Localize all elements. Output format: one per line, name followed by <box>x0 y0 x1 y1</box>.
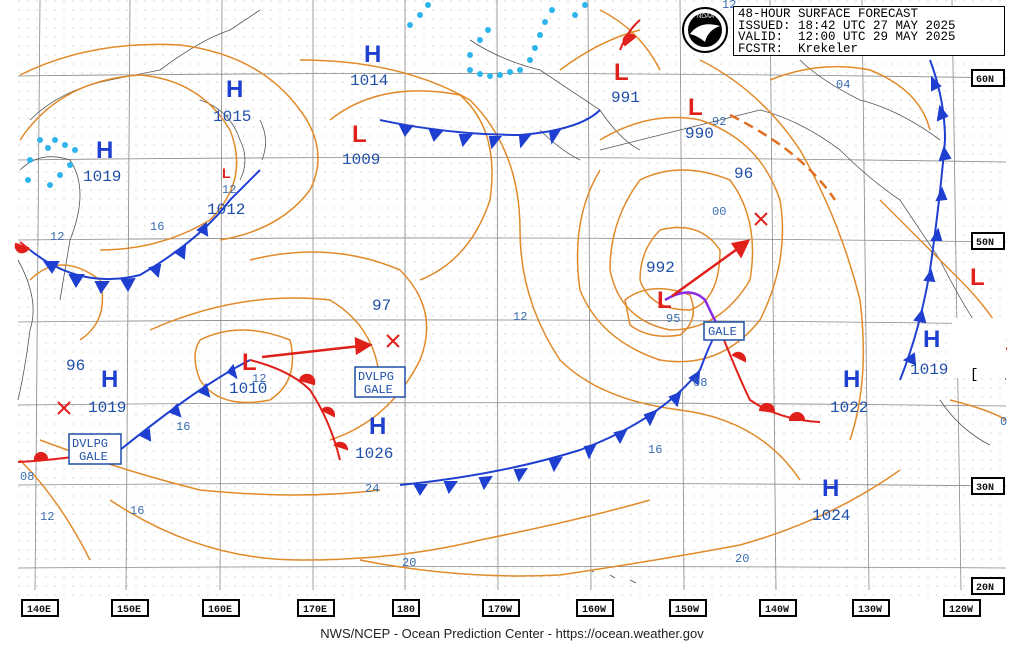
svg-text:150W: 150W <box>675 605 699 616</box>
low-value: 12 <box>222 183 236 197</box>
low-mark: L <box>614 59 629 86</box>
high-value: 1014 <box>350 72 388 90</box>
issued-time: ISSUED: 18:42 UTC 27 MAY 2025 <box>738 18 956 33</box>
svg-text:GALE: GALE <box>708 325 737 339</box>
high-mark: H <box>101 366 118 393</box>
svg-text:04: 04 <box>836 78 850 92</box>
svg-text:170E: 170E <box>303 605 327 616</box>
svg-text:120W: 120W <box>949 605 973 616</box>
high-value: 1015 <box>213 108 251 126</box>
high-mark: H <box>226 76 243 103</box>
forecaster: FCSTR: Krekeler <box>738 41 859 56</box>
svg-text:16: 16 <box>648 443 662 457</box>
svg-text:GALE: GALE <box>79 450 108 464</box>
high-mark: H <box>369 413 386 440</box>
svg-text:0: 0 <box>1000 415 1007 429</box>
svg-text:160W: 160W <box>582 605 606 616</box>
isobar-labels: 16 12 12 16 12 96 97 96 08 16 16 20 24 2… <box>20 0 1007 570</box>
svg-text:1012: 1012 <box>207 201 245 219</box>
latitude-labels: 60N 50N 30N 20N <box>971 69 1005 595</box>
svg-text:08: 08 <box>693 376 707 390</box>
valid-time: VALID: 12:00 UTC 29 MAY 2025 <box>738 30 956 44</box>
svg-text:GALE: GALE <box>364 383 393 397</box>
low-mark: L <box>688 94 703 121</box>
warm-fronts <box>14 19 821 463</box>
low-value: 1010 <box>229 380 267 398</box>
forecast-position-markers <box>57 212 768 415</box>
low-value: 1009 <box>342 151 380 169</box>
svg-text:12: 12 <box>513 310 527 324</box>
svg-text:150E: 150E <box>117 605 141 616</box>
svg-text:DVLPG: DVLPG <box>72 437 108 451</box>
trough-line <box>729 113 837 201</box>
svg-text:20N: 20N <box>976 583 994 594</box>
svg-text:12: 12 <box>252 372 266 386</box>
low-value: 990 <box>685 125 714 143</box>
pressure-labels: 1012 <box>207 201 245 219</box>
high-mark: H <box>822 475 839 502</box>
svg-text:16: 16 <box>176 420 190 434</box>
svg-text:NOAA: NOAA <box>697 14 714 20</box>
svg-text:00: 00 <box>712 205 726 219</box>
cold-fronts <box>29 59 952 496</box>
svg-text:30N: 30N <box>976 483 994 494</box>
svg-text:140W: 140W <box>765 605 789 616</box>
high-mark: H <box>843 366 860 393</box>
svg-text:140E: 140E <box>27 605 51 616</box>
svg-text:[: [ <box>970 367 978 383</box>
warning-dvlpg-gale: DVLPG GALE <box>68 433 122 465</box>
coastlines <box>17 9 1007 584</box>
high-value: 1019 <box>88 399 126 417</box>
high-mark: H <box>96 137 113 164</box>
storm-motion-arrows <box>261 239 751 359</box>
svg-text:96: 96 <box>734 165 753 183</box>
ice-edge <box>25 2 588 188</box>
warning-gale: GALE <box>703 321 745 341</box>
low-value: 992 <box>646 259 675 277</box>
low-mark: L <box>352 121 367 148</box>
svg-text:50N: 50N <box>976 238 994 249</box>
low-value: 991 <box>611 89 640 107</box>
svg-text:130W: 130W <box>858 605 882 616</box>
lat-lon-grid <box>17 0 1007 591</box>
forecast-title: 48-HOUR SURFACE FORECAST <box>738 7 919 21</box>
svg-text:20: 20 <box>735 552 749 566</box>
high-value: 1019 <box>910 361 948 379</box>
svg-text:DVLPG: DVLPG <box>358 370 394 384</box>
high-mark: H <box>364 41 381 68</box>
svg-text:24: 24 <box>365 482 379 496</box>
high-mark: H <box>923 326 940 353</box>
longitude-labels: 140E 150E 160E 170E 180 170W 160W 150W 1… <box>21 599 981 617</box>
svg-text:97: 97 <box>372 297 391 315</box>
noaa-logo: NOAA <box>682 7 728 53</box>
forecast-header: 48-HOUR SURFACE FORECAST ISSUED: 18:42 U… <box>733 6 1005 56</box>
svg-text:16: 16 <box>130 504 144 518</box>
low-mark: L <box>222 165 231 181</box>
high-value: 1022 <box>830 399 868 417</box>
pressure-centers: H 1014 H 1015 H 1019 H 1019 H 1026 H 102… <box>83 41 1008 525</box>
svg-text:96: 96 <box>66 357 85 375</box>
high-value: 1026 <box>355 445 393 463</box>
low-mark: L <box>657 287 672 314</box>
svg-text:160E: 160E <box>208 605 232 616</box>
high-value: 1019 <box>83 168 121 186</box>
low-mark: L <box>242 349 257 376</box>
svg-text:180: 180 <box>397 605 415 616</box>
warning-dvlpg-gale: DVLPG GALE <box>354 366 406 398</box>
svg-text:12: 12 <box>50 230 64 244</box>
svg-text:95: 95 <box>666 312 680 326</box>
high-value: 1024 <box>812 507 850 525</box>
isobars <box>19 9 1007 577</box>
svg-text:60N: 60N <box>976 75 994 86</box>
svg-text:12: 12 <box>40 510 54 524</box>
svg-text:92: 92 <box>712 115 726 129</box>
low-mark: L <box>970 264 985 291</box>
svg-text:16: 16 <box>150 220 164 234</box>
svg-text:170W: 170W <box>488 605 512 616</box>
footer-credit: NWS/NCEP - Ocean Prediction Center - htt… <box>320 626 704 641</box>
svg-text:12: 12 <box>722 0 736 12</box>
svg-text:08: 08 <box>20 470 34 484</box>
svg-text:20: 20 <box>402 556 416 570</box>
